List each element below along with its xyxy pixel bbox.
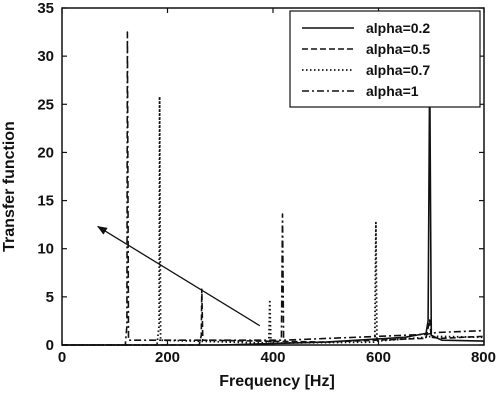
series-line-4	[62, 31, 485, 346]
legend-label: alpha=1	[366, 83, 419, 99]
x-tick-label: 600	[366, 349, 391, 366]
y-tick-label: 10	[37, 241, 54, 258]
y-tick-label: 0	[46, 337, 54, 354]
y-tick-label: 5	[46, 289, 54, 306]
y-tick-label: 30	[37, 48, 54, 65]
series-line-3	[62, 95, 485, 346]
x-tick-label: 800	[471, 349, 496, 366]
y-axis-title: Transfer function	[1, 121, 18, 252]
series-line-2	[62, 288, 485, 346]
axis-ticks: 0 200 400 600 800 0 5 10 15 20 25 30 35	[37, 0, 496, 366]
y-tick-label: 25	[37, 96, 54, 113]
x-tick-label: 200	[155, 349, 180, 366]
trend-arrow	[97, 226, 261, 327]
x-tick-label: 400	[260, 349, 285, 366]
legend-label: alpha=0.7	[366, 62, 430, 78]
y-tick-label: 35	[37, 0, 54, 17]
legend-label: alpha=0.2	[366, 20, 430, 36]
legend: alpha=0.2 alpha=0.5 alpha=0.7 alpha=1	[289, 10, 481, 108]
legend-label: alpha=0.5	[366, 41, 430, 57]
y-tick-label: 20	[37, 144, 54, 161]
x-tick-label: 0	[58, 349, 66, 366]
x-axis-title: Frequency [Hz]	[219, 373, 335, 390]
y-tick-label: 15	[37, 193, 54, 210]
